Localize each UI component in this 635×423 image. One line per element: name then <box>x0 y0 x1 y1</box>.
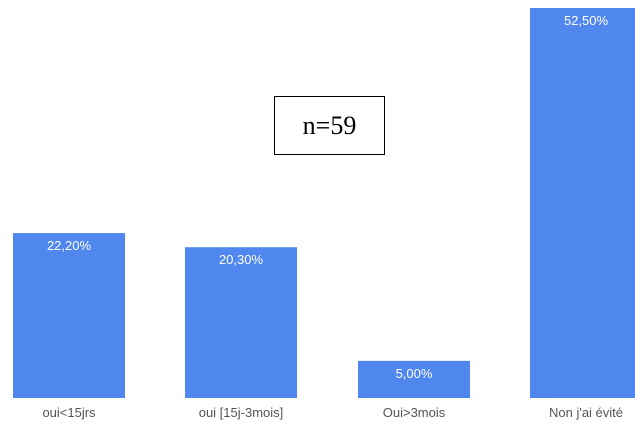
category-label-2: Oui>3mois <box>383 405 446 420</box>
value-label-2: 5,00% <box>396 366 433 381</box>
bar-0 <box>13 233 125 398</box>
bar-1 <box>185 247 297 398</box>
bars-group <box>13 8 635 398</box>
category-labels-group: oui<15jrs oui [15j-3mois] Oui>3mois Non j'a… <box>42 405 623 420</box>
value-label-3: 52,50% <box>564 13 609 28</box>
bar-3 <box>530 8 635 398</box>
bar-2 <box>358 360 470 398</box>
value-labels-group: 22,20% 20,30% 5,00% 52,50% <box>47 13 609 381</box>
category-label-0: oui<15jrs <box>42 405 96 420</box>
sample-size-annotation: n=59 <box>274 96 385 155</box>
value-label-0: 22,20% <box>47 238 92 253</box>
category-label-3: Non j'ai évité <box>549 405 623 420</box>
value-label-1: 20,30% <box>219 252 264 267</box>
category-label-1: oui [15j-3mois] <box>199 405 284 420</box>
